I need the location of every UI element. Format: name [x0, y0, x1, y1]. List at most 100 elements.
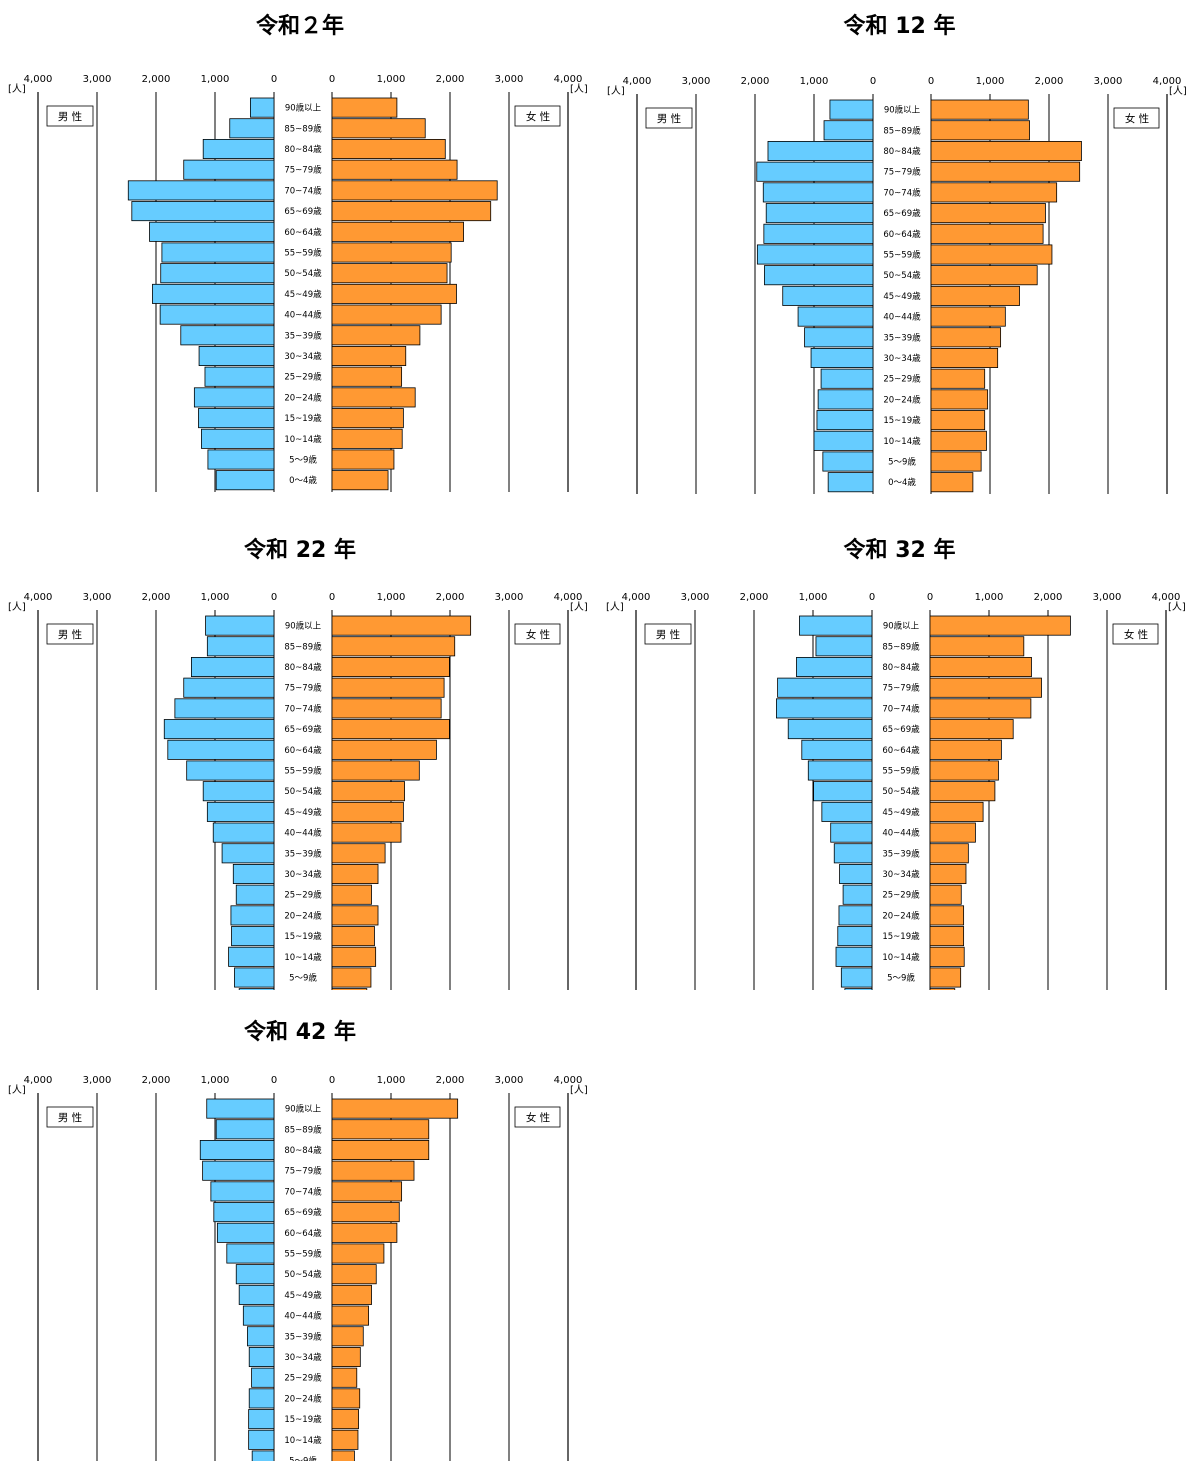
- age-group-label: 45~49歳: [284, 807, 322, 818]
- x-tick-label: 0: [329, 592, 335, 603]
- unit-label-right: [人]: [570, 601, 588, 613]
- female-bar: [331, 449, 395, 470]
- male-bar: [842, 884, 873, 905]
- female-bar: [930, 327, 1002, 348]
- female-bar: [331, 843, 386, 864]
- female-bar: [930, 244, 1053, 265]
- female-bar: [929, 636, 1025, 657]
- female-legend-label: 女 性: [1124, 628, 1148, 641]
- male-bar: [823, 120, 874, 141]
- female-bar: [331, 946, 377, 967]
- female-bar: [929, 863, 967, 884]
- age-group-label: 15~19歳: [284, 1414, 322, 1425]
- female-bar: [331, 1160, 415, 1181]
- male-bar: [813, 781, 873, 802]
- age-group-label: 40~44歳: [284, 310, 322, 321]
- male-bar: [815, 636, 873, 657]
- chart-title: 令和 12 年: [843, 14, 956, 39]
- age-group-label: 90歳以上: [883, 621, 920, 632]
- female-bar: [929, 760, 999, 781]
- female-bar: [331, 470, 389, 491]
- female-bar: [331, 1429, 359, 1450]
- male-bar: [807, 760, 873, 781]
- age-group-label: 45~49歳: [882, 807, 920, 818]
- age-group-label: 55~59歳: [284, 766, 322, 777]
- male-bar: [776, 698, 873, 719]
- female-bar: [929, 884, 962, 905]
- female-bar: [929, 967, 962, 988]
- female-bar: [331, 1305, 369, 1326]
- age-group-label: 85~89歳: [883, 125, 921, 136]
- female-bar: [331, 1409, 359, 1430]
- x-tick-label: 4,000: [622, 592, 651, 603]
- age-group-label: 80~84歳: [284, 662, 322, 673]
- female-bar: [331, 221, 464, 242]
- female-legend-label: 女 性: [526, 110, 550, 123]
- x-tick-label: 0: [271, 1075, 277, 1086]
- x-tick-label: 0: [271, 74, 277, 85]
- age-group-label: 90歳以上: [285, 103, 322, 114]
- age-group-label: 60~64歳: [284, 227, 322, 238]
- age-group-label: 20~24歳: [882, 910, 920, 921]
- x-tick-label: 4,000: [24, 592, 53, 603]
- age-group-label: 20~24歳: [284, 910, 322, 921]
- male-bar: [202, 139, 275, 160]
- female-bar: [331, 408, 404, 429]
- male-bar: [248, 1429, 275, 1450]
- male-bar: [180, 325, 275, 346]
- male-bar: [210, 1181, 275, 1202]
- male-bar: [833, 843, 873, 864]
- male-bar: [810, 347, 874, 368]
- female-bar: [930, 285, 1020, 306]
- age-group-label: 10~14歳: [882, 952, 920, 963]
- female-bar: [331, 283, 457, 304]
- male-bar: [235, 884, 275, 905]
- female-bar: [331, 863, 379, 884]
- male-bar: [215, 470, 275, 491]
- male-bar: [251, 1367, 275, 1388]
- age-group-label: 80~84歳: [284, 144, 322, 155]
- age-group-label: 60~64歳: [284, 745, 322, 756]
- female-bar: [331, 698, 442, 719]
- female-bar: [331, 905, 379, 926]
- x-tick-label: 0: [869, 592, 875, 603]
- female-bar: [331, 118, 426, 139]
- pyramid-svg: 4,000 3,000 2,000 1,000 0 0 1,000 2,000 3,000 4,0…: [8, 592, 588, 990]
- female-bar: [930, 99, 1029, 120]
- x-tick-label: 3,000: [495, 1075, 524, 1086]
- age-group-label: 40~44歳: [883, 312, 921, 323]
- male-bar: [797, 306, 874, 327]
- female-bar: [930, 182, 1058, 203]
- female-bar: [929, 698, 1032, 719]
- x-tick-label: 2,000: [142, 1075, 171, 1086]
- age-group-label: 50~54歳: [284, 786, 322, 797]
- female-legend-box: [514, 623, 561, 645]
- male-bar: [822, 451, 874, 472]
- age-group-label: 60~64歳: [883, 229, 921, 240]
- female-bar: [930, 368, 986, 389]
- male-bar: [131, 201, 275, 222]
- x-tick-label: 0: [928, 76, 934, 87]
- male-bar: [837, 926, 873, 947]
- age-group-label: 35~39歳: [284, 1331, 322, 1342]
- age-group-label: 0～4歳: [289, 475, 317, 486]
- age-group-label: 10~14歳: [284, 952, 322, 963]
- female-bar: [331, 242, 452, 263]
- female-legend-box: [1113, 107, 1160, 129]
- x-tick-label: 3,000: [495, 74, 524, 85]
- female-bar: [331, 760, 420, 781]
- male-bar: [756, 244, 874, 265]
- male-bar: [762, 182, 874, 203]
- male-bar: [226, 1243, 275, 1264]
- age-group-label: 85~89歳: [284, 641, 322, 652]
- female-bar: [930, 120, 1030, 141]
- female-bar: [331, 263, 448, 284]
- male-bar: [198, 408, 275, 429]
- female-bar: [930, 347, 999, 368]
- age-group-label: 65~69歳: [883, 208, 921, 219]
- age-group-label: 25~29歳: [882, 890, 920, 901]
- male-bar: [202, 1160, 275, 1181]
- male-legend-label: 男 性: [58, 1111, 82, 1124]
- x-tick-label: 4,000: [554, 1075, 583, 1086]
- male-legend-label: 男 性: [656, 628, 680, 641]
